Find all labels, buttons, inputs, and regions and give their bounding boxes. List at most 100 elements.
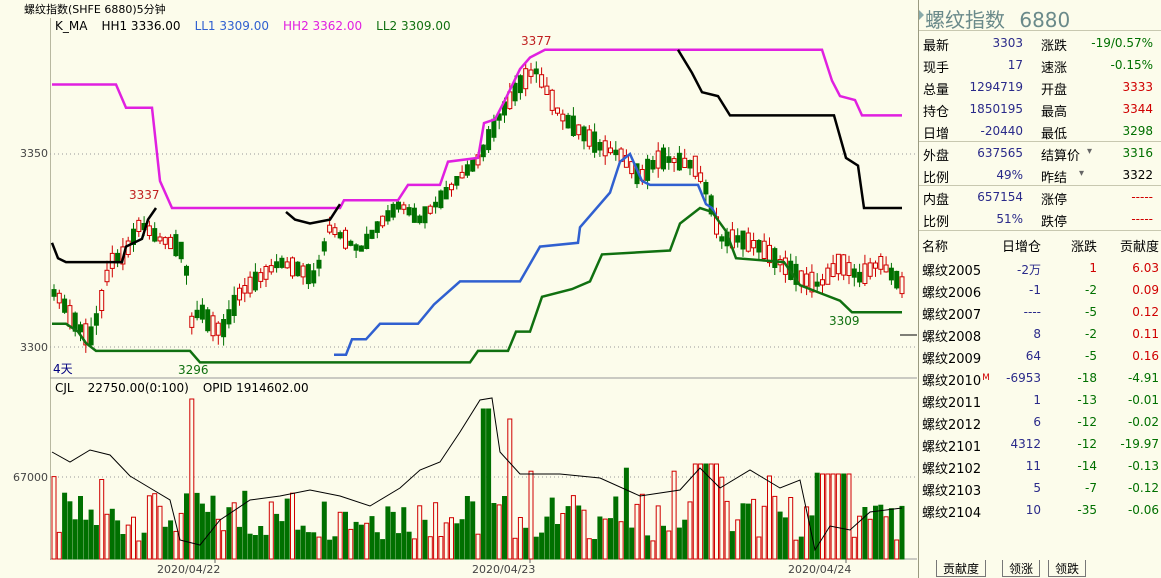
volume-bar [157, 505, 163, 560]
contract-contribution: 0.16 [1132, 349, 1159, 363]
volume-bar [247, 533, 253, 560]
hh1-line [50, 207, 158, 264]
column-header[interactable]: 名称 [922, 240, 949, 255]
candle-body [740, 230, 746, 250]
quote-label: 内盘 [923, 193, 950, 208]
candle-body [364, 233, 370, 250]
volume-bar [719, 476, 725, 560]
candle-body [549, 89, 555, 111]
contract-change: -2 [1085, 283, 1097, 297]
candle-body [348, 240, 354, 246]
volume-bar [300, 525, 306, 560]
contract-name: 螺纹2102 [922, 462, 982, 477]
volume-bar [274, 513, 280, 560]
contract-row[interactable]: 螺纹2005 -2万 1 6.03 [919, 257, 1161, 279]
volume-bar [820, 473, 825, 560]
expand-arrow-icon[interactable] [919, 10, 924, 20]
period-label: 4天 [53, 362, 73, 376]
candle-body [555, 107, 560, 114]
volume-bar [772, 495, 778, 560]
contract-row[interactable]: 螺纹2006 -1 -2 0.09 [919, 279, 1161, 301]
hh2-legend: HH2 3362.00 [283, 19, 363, 33]
dropdown-arrow-icon[interactable]: ▾ [1087, 146, 1093, 157]
date-label-2: 2020/04/23 [472, 563, 536, 576]
volume-bar [316, 536, 322, 560]
candle-body [385, 210, 391, 222]
candle-body [205, 309, 211, 332]
volume-bar [406, 531, 412, 560]
candle-body [279, 257, 285, 268]
contract-change: -5 [1085, 305, 1097, 319]
quote-label: 持仓 [923, 105, 950, 120]
quote-row: 外盘 637565 结算价 3316 [919, 142, 1161, 164]
candle-body [99, 290, 105, 311]
contract-row[interactable]: 螺纹2011 1 -13 -0.01 [919, 389, 1161, 411]
volume-bar [332, 536, 338, 560]
date-label-3: 2020/04/24 [788, 563, 852, 576]
quote-label: 开盘 [1041, 83, 1068, 98]
tab-leading-up[interactable]: 领涨 [1002, 560, 1041, 577]
contract-row[interactable]: 螺纹2101 4312 -12 -19.97 [919, 433, 1161, 455]
candle-body [104, 269, 110, 283]
main-contract-mark: M [982, 372, 990, 383]
dropdown-arrow-icon[interactable]: ▾ [1079, 168, 1085, 179]
candle-body [131, 228, 136, 245]
tab-contribution[interactable]: 贡献度 [936, 560, 987, 577]
candle-body [78, 324, 83, 333]
quote-label: 涨跌 [1041, 39, 1068, 54]
quote-header: 螺纹指数 6880 [919, 0, 1161, 32]
volume-bar [873, 505, 878, 560]
volume-bar [464, 496, 470, 560]
candle-body [491, 118, 497, 138]
volume-bar [385, 506, 391, 560]
contract-contribution: 6.03 [1132, 261, 1159, 275]
volume-bar [290, 492, 295, 560]
contract-name: 螺纹2012 [922, 418, 982, 433]
contract-row[interactable]: 螺纹2104 10 -35 -0.06 [919, 499, 1161, 521]
candle-body [613, 149, 619, 156]
volume-bar [88, 509, 94, 560]
volume-bar [608, 518, 613, 560]
quote-label: 外盘 [923, 149, 950, 164]
candle-body [173, 234, 179, 257]
contract-row[interactable]: 螺纹2103 5 -7 -0.12 [919, 477, 1161, 499]
contract-row[interactable]: 螺纹2010M -6953 -18 -4.91 [919, 367, 1161, 389]
volume-bar [523, 527, 529, 560]
volume-bar [433, 502, 439, 560]
volume-bar [888, 508, 894, 560]
contract-row[interactable]: 螺纹2008 8 -2 0.11 [919, 323, 1161, 345]
candle-body [883, 264, 889, 273]
contract-row[interactable]: 螺纹2007 ---- -5 0.12 [919, 301, 1161, 323]
candle-body [417, 215, 423, 224]
candle-body [846, 262, 852, 277]
volume-name: CJL [55, 381, 74, 395]
divider [919, 185, 1161, 186]
volume-bar [502, 496, 507, 560]
candle-body [274, 261, 280, 269]
candle-body [252, 271, 258, 291]
column-header[interactable]: 日增仓 [1001, 240, 1041, 255]
quote-value: 3303 [992, 36, 1023, 50]
volume-bar [390, 511, 396, 560]
contract-row[interactable]: 螺纹2012 6 -12 -0.02 [919, 411, 1161, 433]
column-header[interactable]: 涨跌 [1070, 240, 1097, 255]
candle-body [343, 229, 348, 249]
candle-body [438, 190, 444, 209]
volume-bar [714, 463, 719, 560]
contract-row[interactable]: 螺纹2102 11 -14 -0.13 [919, 455, 1161, 477]
contract-name: 螺纹2006 [922, 286, 982, 301]
candle-body [804, 273, 810, 287]
volume-bar [62, 492, 68, 560]
volume-bar [411, 538, 417, 560]
volume-bar [517, 517, 523, 560]
contract-name: 螺纹2010M [922, 372, 990, 389]
volume-bar [438, 536, 444, 560]
volume-bar [618, 521, 624, 560]
tab-leading-down[interactable]: 领跌 [1048, 560, 1087, 577]
candle-body [406, 207, 412, 216]
contract-contribution: 0.11 [1132, 327, 1159, 341]
contract-row[interactable]: 螺纹2009 64 -5 0.16 [919, 345, 1161, 367]
column-header[interactable]: 贡献度 [1119, 240, 1159, 255]
candle-body [544, 85, 550, 95]
volume-bar [146, 495, 152, 560]
